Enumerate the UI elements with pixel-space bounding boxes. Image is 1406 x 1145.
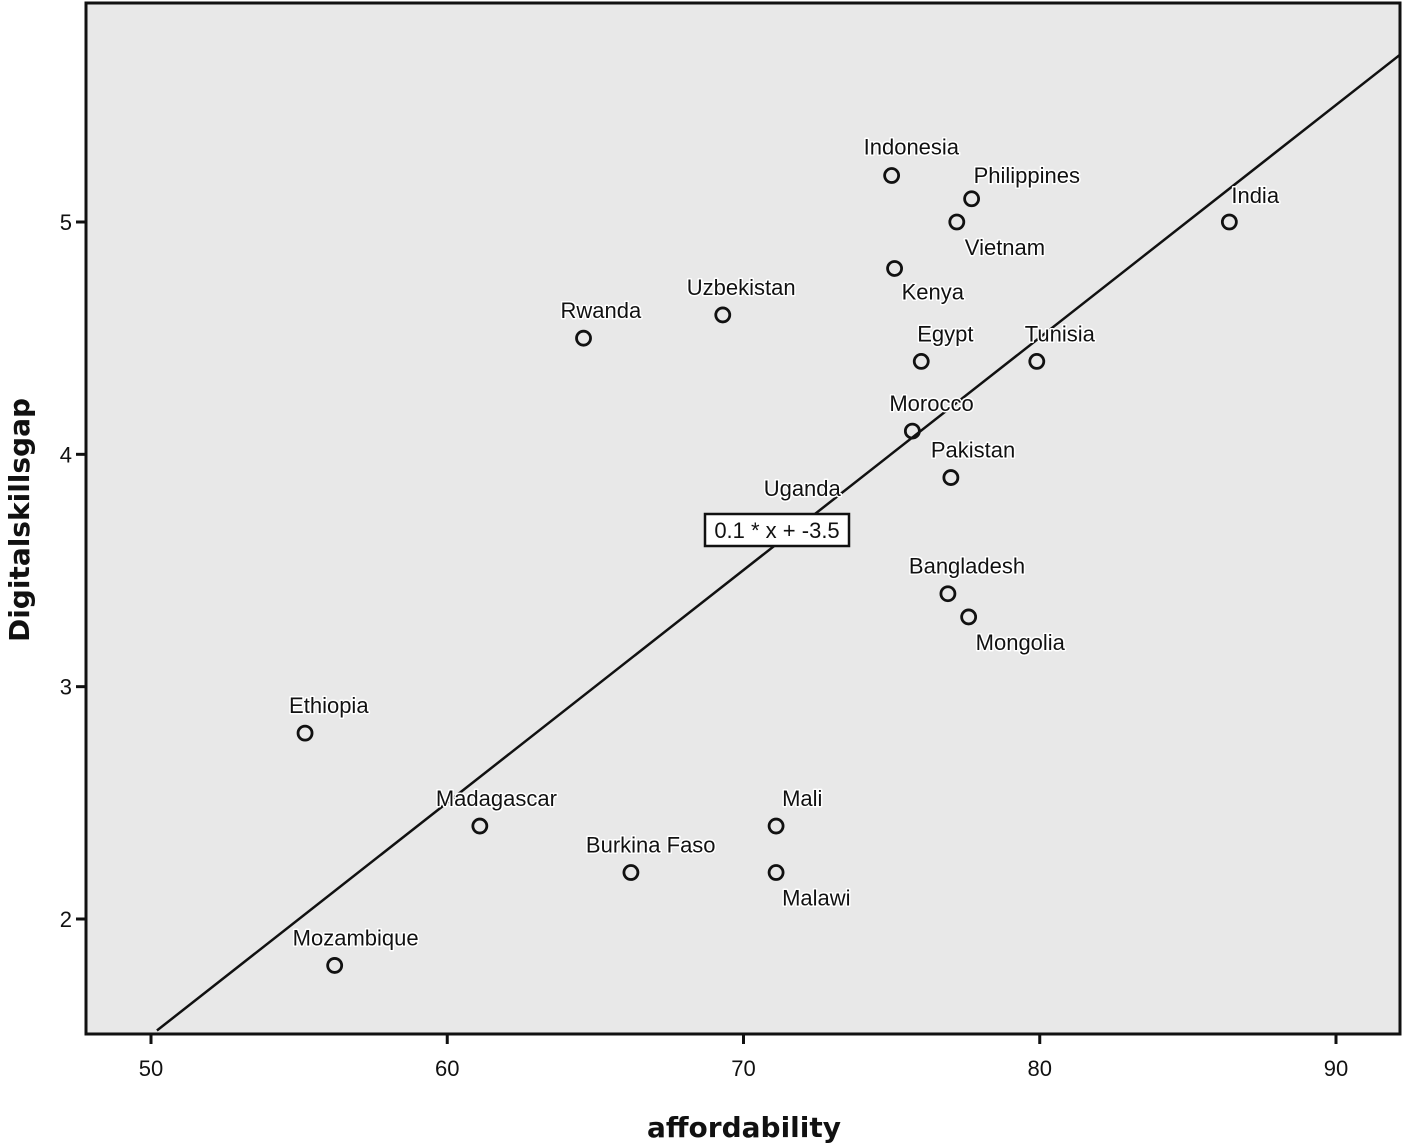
data-points <box>296 167 1238 974</box>
y-tick-label: 5 <box>60 210 72 235</box>
data-point-marker <box>622 864 640 881</box>
point-label: Bangladesh <box>909 554 1025 579</box>
point-label: Mali <box>782 786 822 811</box>
data-point-marker <box>963 190 981 208</box>
x-axis-title: affordability <box>647 1111 841 1144</box>
point-label: Rwanda <box>561 298 642 323</box>
point-label: Uzbekistan <box>687 275 796 300</box>
point-label: Malawi <box>782 886 850 911</box>
point-label: Burkina Faso <box>586 833 716 858</box>
data-point-marker <box>883 167 901 184</box>
x-tick-label: 70 <box>731 1056 755 1081</box>
x-axis: 50 60 70 80 90 <box>139 1034 1348 1081</box>
data-point-marker <box>912 352 930 370</box>
y-axis: 2 3 4 5 <box>60 210 86 932</box>
point-label: India <box>1231 183 1279 208</box>
y-tick-label: 3 <box>60 675 72 700</box>
y-tick-label: 4 <box>60 442 72 467</box>
point-label: Philippines <box>974 163 1080 188</box>
data-point-marker <box>939 585 957 603</box>
data-point-marker <box>903 422 921 440</box>
point-label: Ethiopia <box>289 693 369 718</box>
data-point-marker <box>575 329 592 347</box>
fit-equation-annotation: 0.1 * x + -3.5 <box>703 512 851 548</box>
point-label: Vietnam <box>965 235 1045 260</box>
data-point-marker <box>886 260 903 277</box>
x-tick-label: 80 <box>1028 1056 1052 1081</box>
x-tick-label: 90 <box>1324 1056 1348 1081</box>
equation-text: 0.1 * x + -3.5 <box>714 518 839 543</box>
point-label: Pakistan <box>931 438 1015 463</box>
point-label: Tunisia <box>1025 321 1096 346</box>
data-point-marker <box>1028 352 1046 370</box>
data-point-marker <box>296 724 314 742</box>
point-label: Mongolia <box>976 630 1066 655</box>
data-point-marker <box>767 864 785 881</box>
data-point-marker <box>948 213 966 231</box>
point-label: Morocco <box>889 391 973 416</box>
data-point-marker <box>471 817 489 835</box>
point-label: Madagascar <box>436 786 557 811</box>
point-label: Egypt <box>917 321 973 346</box>
point-labels: Indonesia Philippines Vietnam India Kenya Uzb… <box>288 133 1282 952</box>
x-tick-label: 60 <box>435 1056 459 1081</box>
data-point-marker <box>767 817 785 835</box>
point-label: Uganda <box>764 476 842 501</box>
data-point-marker <box>942 469 960 486</box>
equation-box <box>703 512 851 548</box>
point-label: Indonesia <box>864 135 960 160</box>
point-label: Mozambique <box>293 925 419 950</box>
y-tick-label: 2 <box>60 907 72 932</box>
data-point-marker <box>1220 213 1238 231</box>
data-point-marker <box>326 957 344 974</box>
point-label: Kenya <box>902 279 965 304</box>
data-point-marker <box>960 608 978 626</box>
data-point-marker <box>714 306 732 324</box>
y-axis-title: Digitalskillsgap <box>3 398 36 642</box>
x-tick-label: 50 <box>139 1056 163 1081</box>
